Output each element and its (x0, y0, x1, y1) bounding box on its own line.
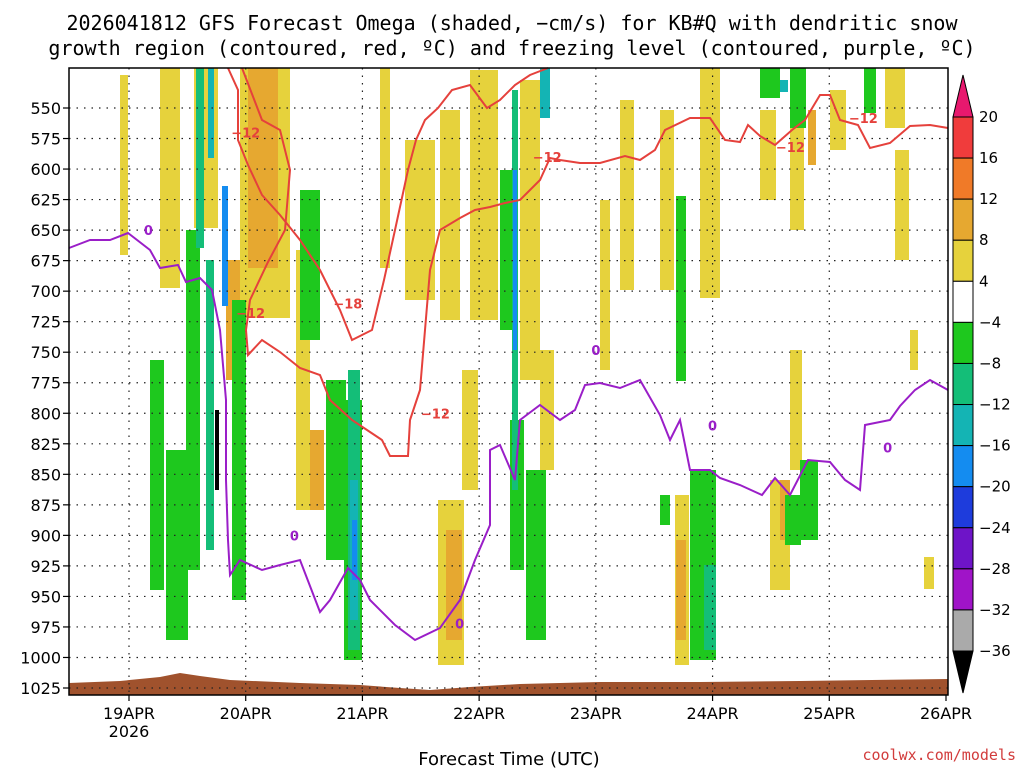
purple-contours (68, 231, 949, 642)
contour-label: 0 (290, 529, 299, 544)
colorbar-swatch (952, 198, 974, 241)
colorbar-swatch (952, 609, 974, 652)
colorbar-top-arrow (952, 74, 974, 118)
y-tick-label: 800 (30, 404, 61, 423)
contour-label: 0 (708, 419, 717, 434)
contour-label: 0 (883, 441, 892, 456)
contour-label: 0 (591, 344, 600, 359)
contour-label: −12 (533, 151, 562, 166)
colorbar-swatch (952, 321, 974, 364)
contour-labels: −12 −12 −18 −12 −12 −12 −12 0 0 0 0 0 0 (144, 112, 892, 633)
colorbar-label: −4 (979, 313, 1001, 331)
contour-label: −12 (231, 126, 260, 141)
colorbar-swatch (952, 404, 974, 447)
colorbar-swatch (952, 239, 974, 282)
site-credit: coolwx.com/models (862, 746, 1016, 764)
colorbar-swatch (952, 116, 974, 159)
chart-title-line2: growth region (contoured, red, ºC) and f… (48, 36, 975, 60)
x-tick-label: 21APR (336, 704, 388, 723)
y-tick-label: 975 (30, 618, 61, 637)
colorbar: 20 16 12 8 4 −4 −8 −12 −16 −20 −24 −28 −32 −36 (952, 74, 1011, 694)
chart-title-line1: 2026041812 GFS Forecast Omega (shaded, −… (66, 11, 958, 35)
colorbar-swatch (952, 280, 974, 323)
y-tick-label: 550 (30, 99, 61, 118)
colorbar-bottom-arrow (952, 650, 974, 694)
x-tick-label: 25APR (803, 704, 855, 723)
colorbar-swatch (952, 568, 974, 611)
y-tick-label: 875 (30, 496, 61, 515)
y-tick-label: 1000 (20, 648, 61, 667)
colorbar-label: −20 (979, 478, 1011, 496)
colorbar-label: 20 (979, 108, 998, 126)
x-tick-label: 26APR (920, 704, 972, 723)
contour-label: −12 (421, 407, 450, 422)
contour-label: 0 (144, 224, 153, 239)
colorbar-swatch (952, 362, 974, 406)
y-tick-label: 725 (30, 313, 61, 332)
y-tick-label: 675 (30, 252, 61, 271)
colorbar-label: 8 (979, 231, 989, 249)
contour-label: −12 (776, 141, 805, 156)
x-axis-label: Forecast Time (UTC) (418, 749, 599, 768)
y-tick-label: 825 (30, 435, 61, 454)
colorbar-label: −12 (979, 396, 1011, 414)
colorbar-label: −16 (979, 437, 1011, 455)
colorbar-label: 16 (979, 149, 998, 167)
y-tick-label: 575 (30, 130, 61, 149)
y-tick-label: 950 (30, 587, 61, 606)
contour-label: −12 (236, 307, 265, 322)
colorbar-swatch (952, 486, 974, 529)
y-tick-label: 625 (30, 191, 61, 210)
x-tick-label: 22APR (453, 704, 505, 723)
y-tick-label: 1025 (20, 679, 61, 698)
contour-label: 0 (455, 617, 464, 632)
y-tick-label: 850 (30, 465, 61, 484)
colorbar-label: 12 (979, 190, 998, 208)
x-tick-label: 19APR (103, 704, 155, 723)
colorbar-label: 4 (979, 272, 989, 290)
colorbar-label: −8 (979, 354, 1001, 372)
colorbar-swatch (952, 445, 974, 488)
colorbar-swatch (952, 527, 974, 570)
x-tick-label: 20APR (220, 704, 272, 723)
y-tick-label: 700 (30, 282, 61, 301)
colorbar-label: −32 (979, 601, 1011, 619)
omega-shading (69, 68, 948, 695)
y-tick-label: 600 (30, 160, 61, 179)
y-axis: 550 575 600 625 650 675 700 725 750 775 800 825 850 8… (20, 99, 69, 698)
red-contours (227, 67, 949, 457)
y-tick-label: 900 (30, 526, 61, 545)
colorbar-swatch (952, 157, 974, 200)
y-tick-label: 750 (30, 343, 61, 362)
y-tick-label: 925 (30, 557, 61, 576)
y-tick-label: 775 (30, 374, 61, 393)
contour-label: −12 (849, 112, 878, 127)
contour-label: −18 (333, 297, 362, 312)
colorbar-label: −36 (979, 642, 1011, 660)
x-tick-label: 23APR (570, 704, 622, 723)
x-tick-label: 24APR (687, 704, 739, 723)
colorbar-label: −24 (979, 519, 1011, 537)
colorbar-label: −28 (979, 560, 1011, 578)
x-tick-sublabel: 2026 (109, 722, 150, 741)
plot-frame (68, 67, 949, 696)
y-tick-label: 650 (30, 221, 61, 240)
